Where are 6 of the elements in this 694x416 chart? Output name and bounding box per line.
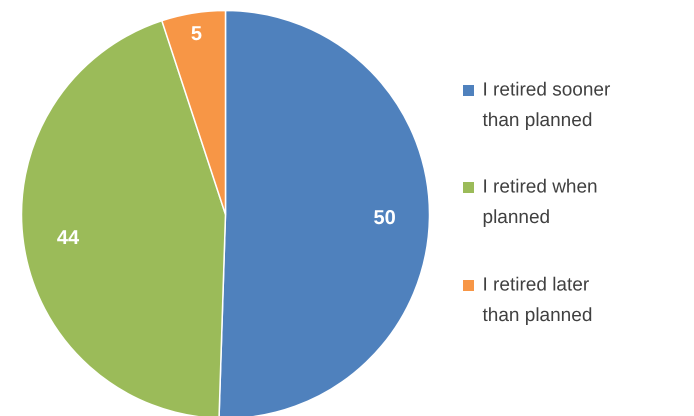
- data-label: 44: [56, 227, 80, 250]
- legend-label: I retired when planned: [482, 176, 598, 228]
- data-label: 5: [190, 23, 202, 46]
- data-label: 50: [373, 207, 396, 230]
- legend-label: I retired later than planned: [482, 274, 592, 326]
- legend-label: I retired sooner than planned: [482, 80, 611, 131]
